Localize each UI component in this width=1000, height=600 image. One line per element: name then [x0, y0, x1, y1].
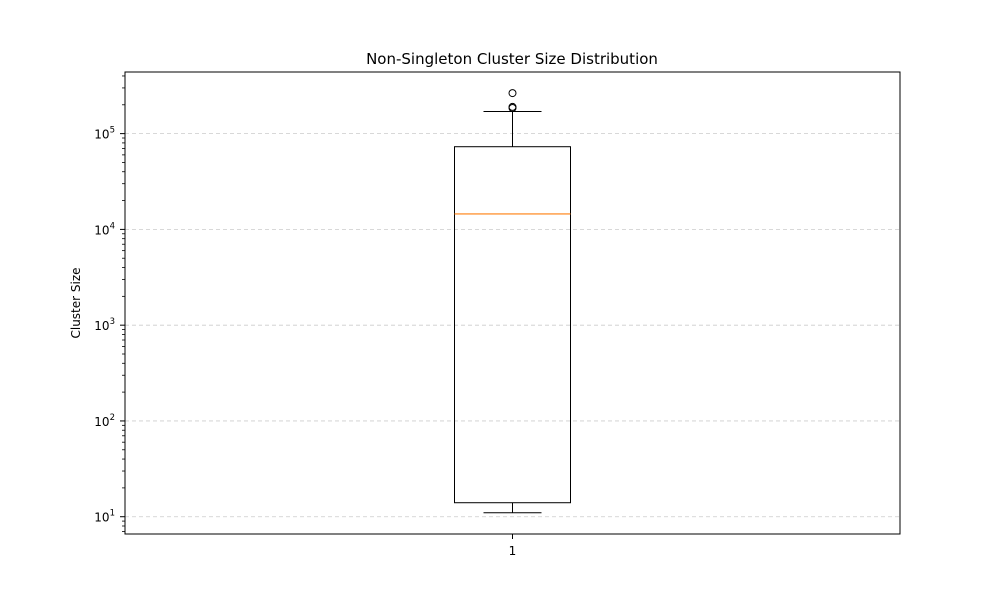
chart-title: Non-Singleton Cluster Size Distribution	[366, 50, 658, 68]
y-tick-label-base: 10	[94, 223, 109, 237]
x-tick-label: 1	[509, 544, 517, 558]
y-tick-label-base: 10	[94, 319, 109, 333]
y-tick-label-exponent: 3	[110, 317, 115, 327]
y-tick-label-base: 10	[94, 415, 109, 429]
y-tick-label-exponent: 1	[110, 509, 115, 519]
y-tick-label-exponent: 5	[110, 126, 115, 136]
y-tick-label-base: 10	[94, 128, 109, 142]
y-tick-label-exponent: 2	[110, 413, 115, 423]
y-axis-title: Cluster Size	[69, 267, 83, 338]
y-tick-label-base: 10	[94, 511, 109, 525]
y-tick-label-exponent: 4	[110, 221, 115, 231]
